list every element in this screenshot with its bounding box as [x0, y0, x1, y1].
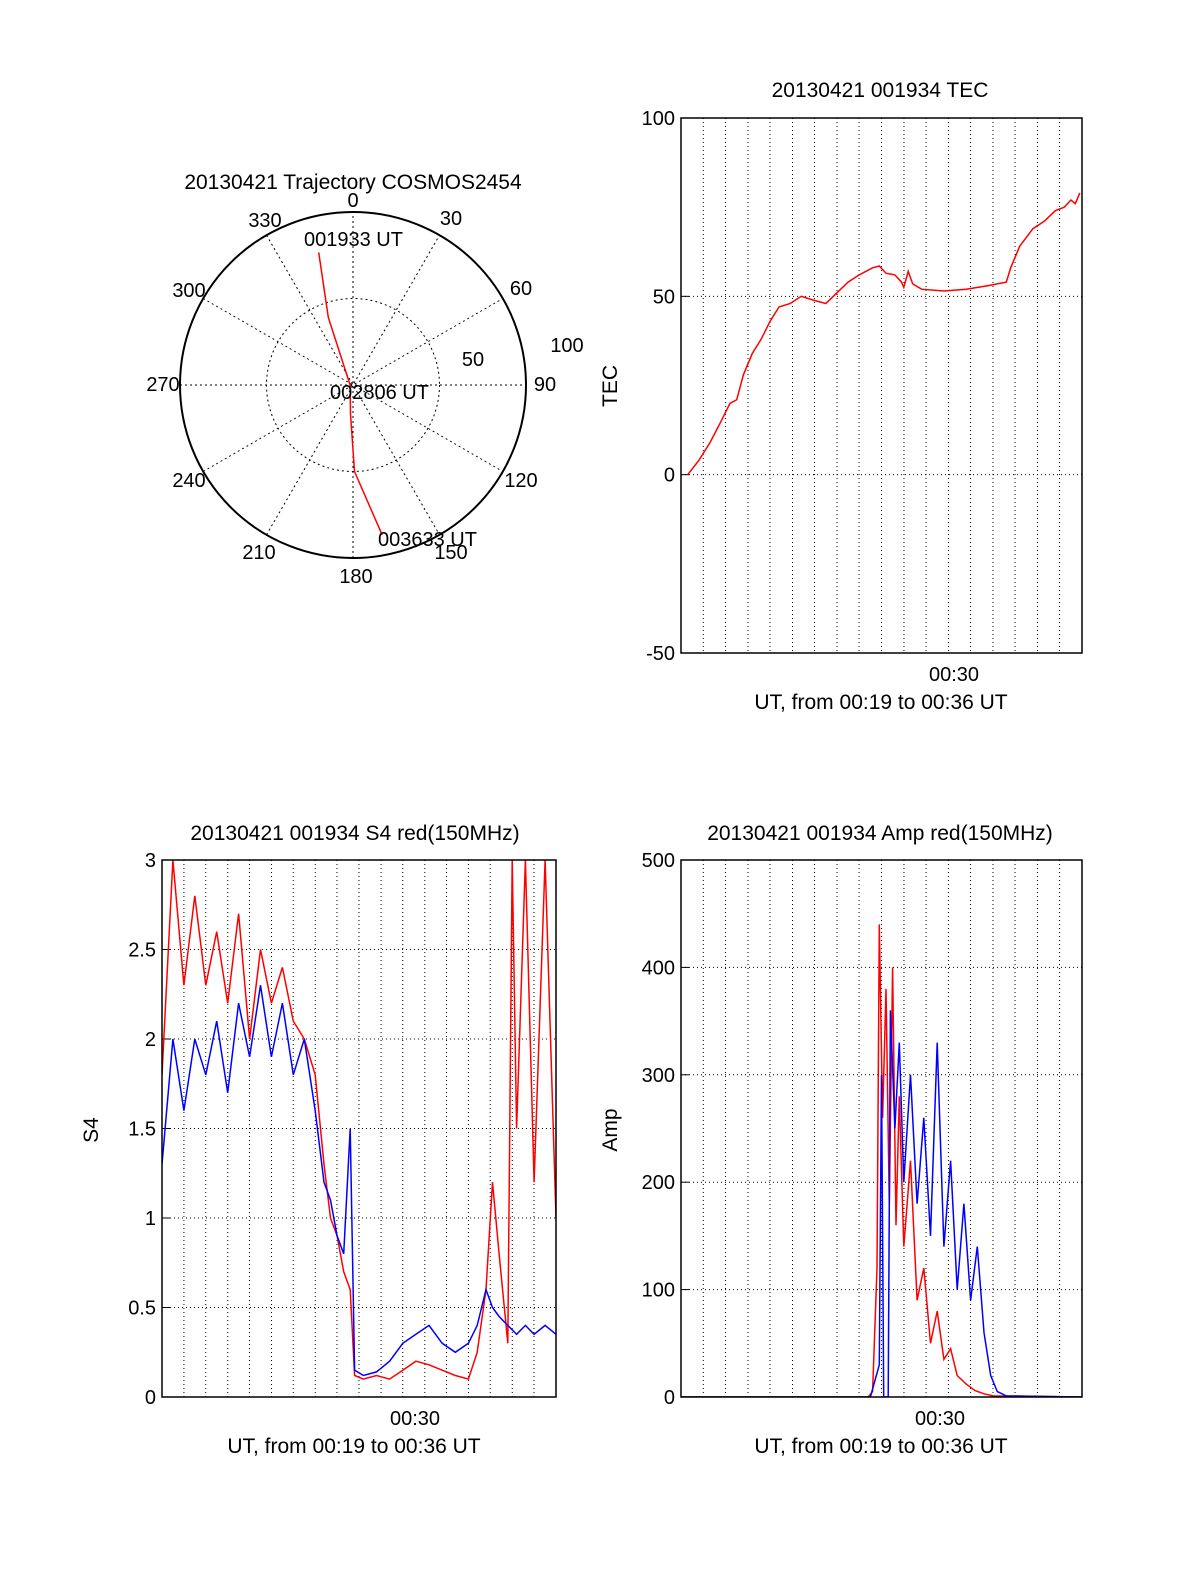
trajectory-start-label: 001933 UT	[304, 229, 403, 251]
y-tick-label: 0	[664, 1387, 675, 1409]
x-tick-label: 00:30	[390, 1408, 440, 1430]
x-tick-label: 00:30	[929, 664, 979, 686]
azimuth-label: 90	[534, 374, 556, 396]
azimuth-label: 240	[172, 470, 205, 492]
series-line-red	[681, 924, 1082, 1397]
y-tick-label: 100	[642, 1280, 675, 1302]
trajectory-end-label: 003633 UT	[378, 529, 477, 551]
y-tick-label: -50	[646, 643, 675, 665]
plot-frame	[680, 117, 1083, 654]
s4-panel: 20130421 001934 S4 red(150MHz) S4 UT, fr…	[80, 822, 557, 1458]
y-tick-label: 0	[664, 465, 675, 487]
trajectory-panel: 20130421 Trajectory COSMOS2454 0 30 60 90 12…	[146, 171, 583, 588]
azimuth-label: 300	[172, 280, 205, 302]
polar-azimuth-labels: 0 30 60 90 120 150 180 210 240 270 300 330	[146, 190, 556, 588]
y-tick-label: 1.5	[128, 1119, 156, 1141]
y-tick-label: 100	[642, 108, 675, 130]
y-tick-label: 400	[642, 957, 675, 979]
y-tick-label: 500	[642, 850, 675, 872]
azimuth-label: 270	[146, 374, 179, 396]
series-line-blue	[681, 1010, 1082, 1397]
azimuth-label: 210	[242, 542, 275, 564]
amp-ylabel: Amp	[599, 1108, 622, 1151]
trajectory-line	[317, 252, 383, 536]
s4-xlabel: UT, from 00:19 to 00:36 UT	[227, 1435, 480, 1458]
tec-ylabel: TEC	[599, 365, 622, 407]
azimuth-label: 120	[504, 470, 537, 492]
azimuth-label: 330	[248, 210, 281, 232]
y-tick-label: 2.5	[128, 940, 156, 962]
series-line-blue	[162, 985, 556, 1377]
y-tick-label: 300	[642, 1065, 675, 1087]
tec-xlabel: UT, from 00:19 to 00:36 UT	[754, 691, 1007, 714]
amp-panel: 20130421 001934 Amp red(150MHz) Amp UT, …	[599, 822, 1083, 1458]
plot-frame	[680, 859, 1083, 1398]
azimuth-label: 150	[434, 542, 467, 564]
amp-title: 20130421 001934 Amp red(150MHz)	[707, 822, 1053, 845]
azimuth-label: 30	[440, 208, 462, 230]
y-tick-label: 3	[145, 850, 156, 872]
y-tick-label: 200	[642, 1172, 675, 1194]
azimuth-label: 180	[339, 566, 372, 588]
x-tick-label: 00:30	[915, 1408, 965, 1430]
tec-title: 20130421 001934 TEC	[772, 79, 989, 102]
amp-xlabel: UT, from 00:19 to 00:36 UT	[754, 1435, 1007, 1458]
s4-ylabel: S4	[80, 1117, 103, 1143]
tec-panel: 20130421 001934 TEC TEC UT, from 00:19 t…	[599, 79, 1083, 714]
s4-title: 20130421 001934 S4 red(150MHz)	[190, 822, 519, 845]
series-line-red	[162, 860, 556, 1381]
y-tick-label: 0	[145, 1387, 156, 1409]
azimuth-label: 0	[347, 190, 358, 212]
trajectory-title: 20130421 Trajectory COSMOS2454	[184, 171, 522, 194]
y-tick-label: 2	[145, 1029, 156, 1051]
azimuth-label: 60	[510, 278, 532, 300]
radius-label-50: 50	[462, 349, 484, 371]
series-line-red	[687, 192, 1081, 476]
plot-frame	[161, 859, 557, 1398]
radius-label-100: 100	[550, 335, 583, 357]
trajectory-mid-label: 002806 UT	[330, 382, 429, 404]
y-tick-label: 50	[653, 286, 675, 308]
y-tick-label: 0.5	[128, 1298, 156, 1320]
y-tick-label: 1	[145, 1208, 156, 1230]
